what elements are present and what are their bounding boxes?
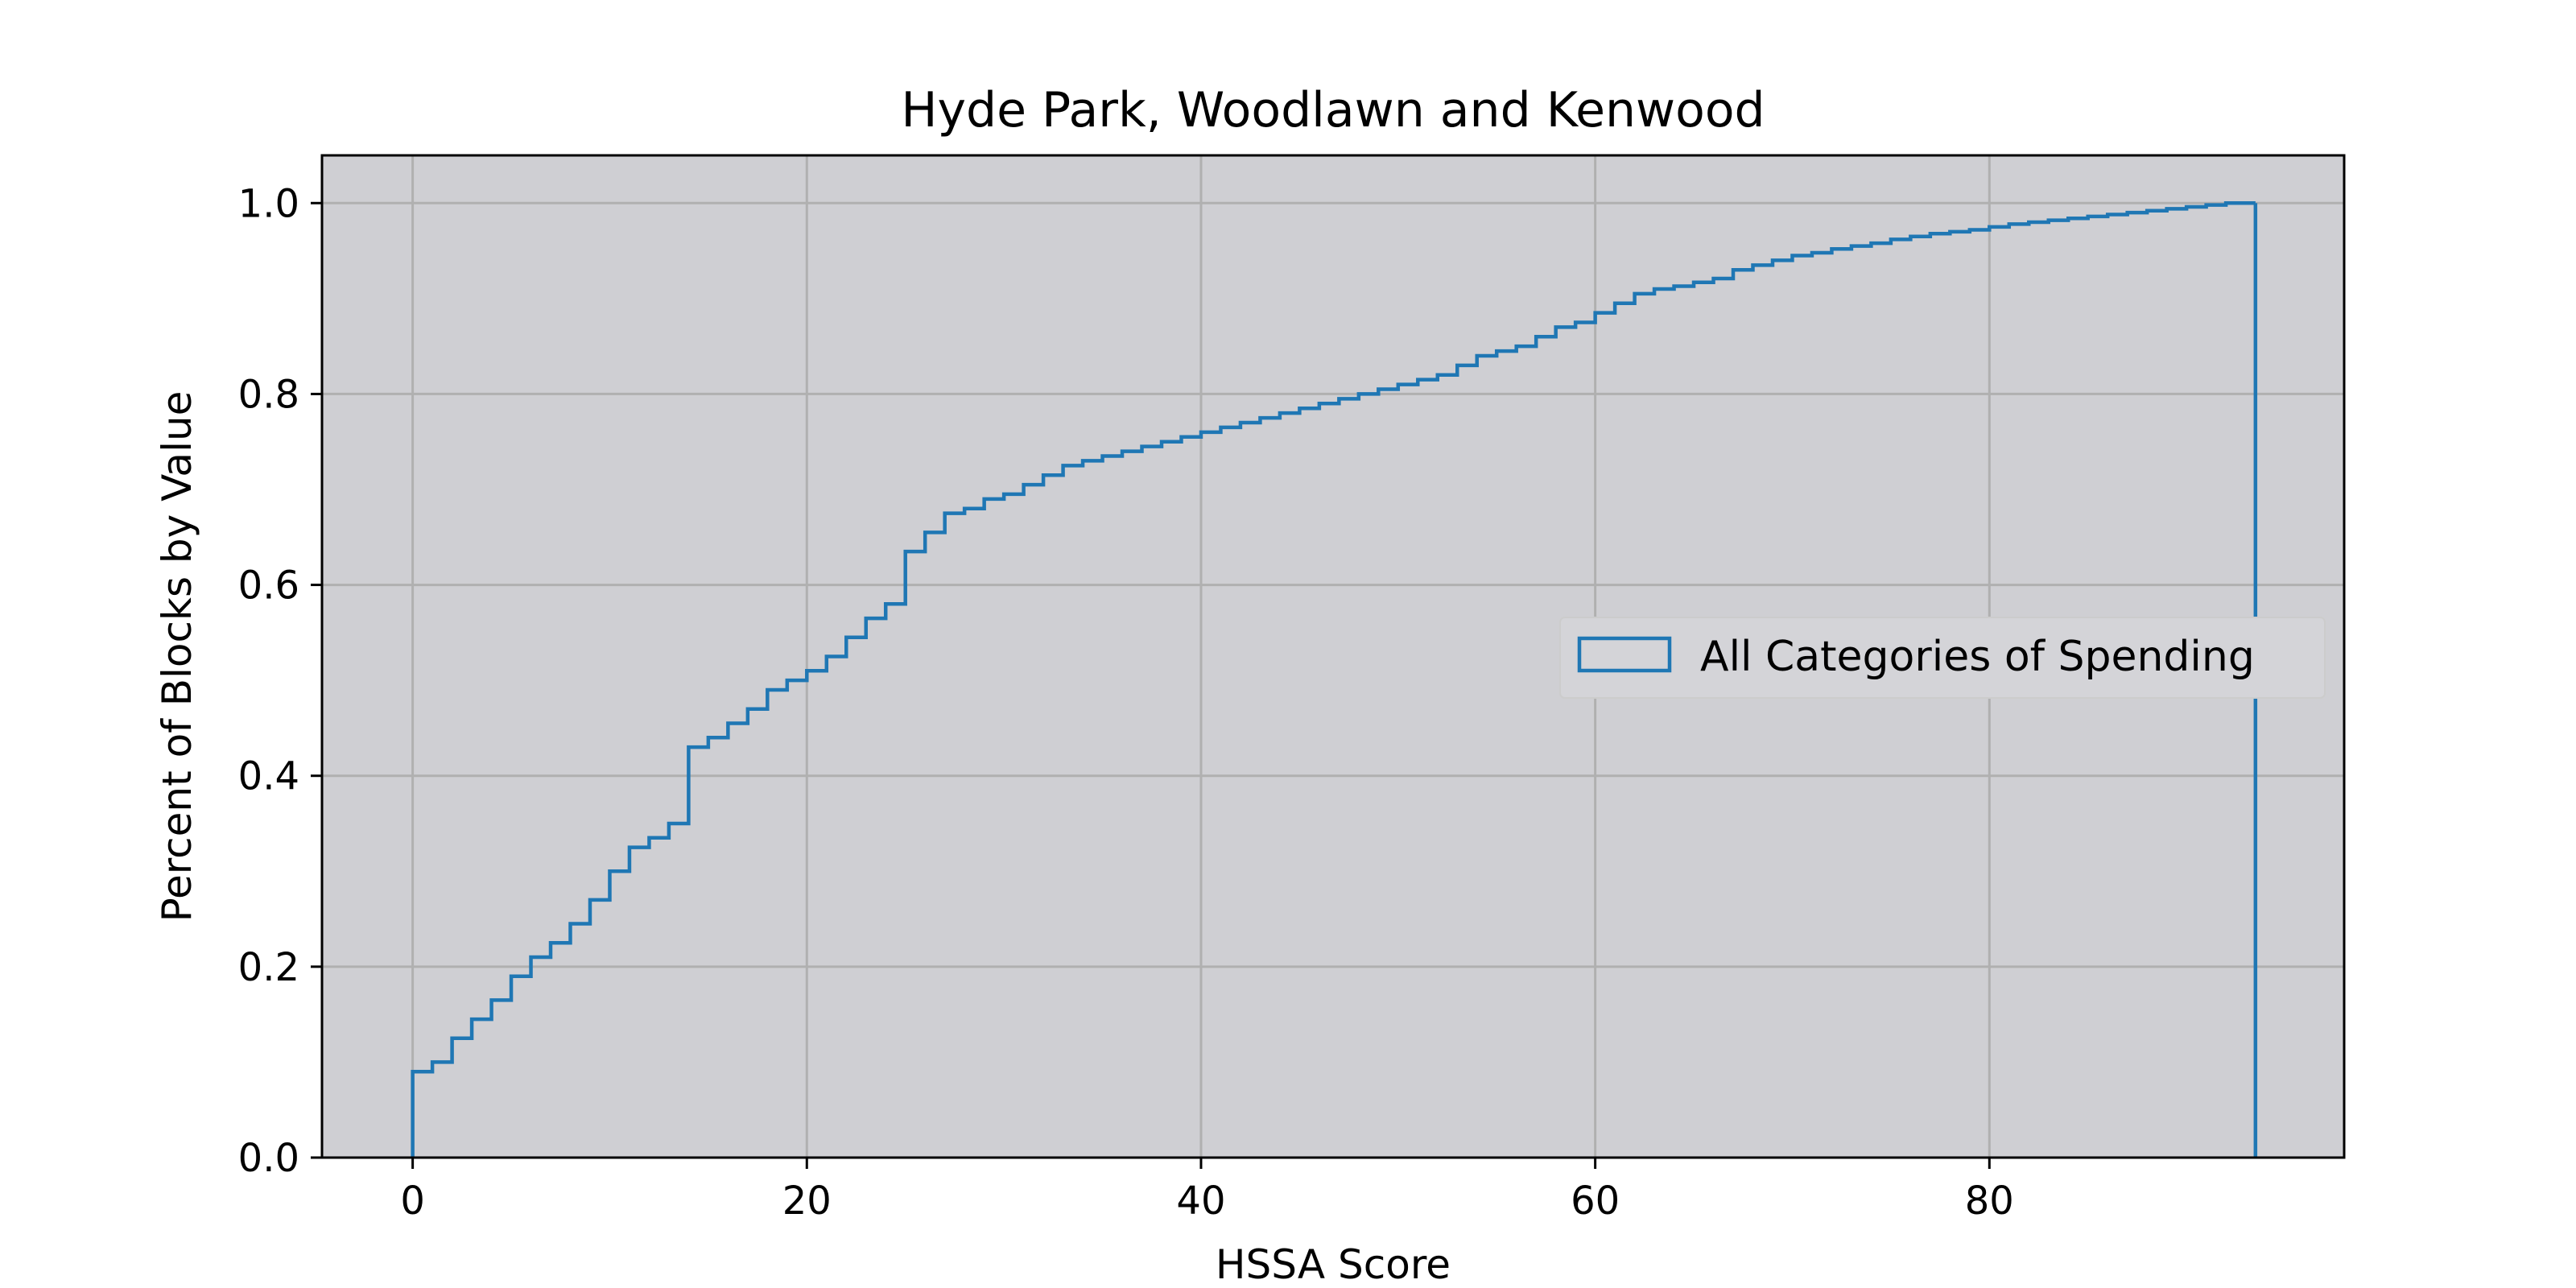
- series-step-line: [411, 201, 2256, 1158]
- legend: All Categories of Spending: [1559, 617, 2326, 699]
- y-axis: 0.0 0.2 0.4 0.6 0.8 1.0: [238, 181, 322, 1181]
- y-tick-label: 0.2: [238, 945, 299, 990]
- y-tick-label: 0.4: [238, 754, 299, 799]
- x-axis-title: HSSA Score: [1216, 1241, 1451, 1288]
- legend-label: All Categories of Spending: [1700, 633, 2255, 681]
- y-tick-label: 0.0: [238, 1136, 299, 1181]
- chart-title: Hyde Park, Woodlawn and Kenwood: [901, 82, 1765, 138]
- x-tick-label: 80: [1965, 1179, 2014, 1224]
- x-tick-label: 60: [1571, 1179, 1620, 1224]
- plot-frame: [320, 154, 2346, 1159]
- y-tick-label: 0.8: [238, 372, 299, 417]
- y-tick-label: 0.6: [238, 564, 299, 609]
- x-axis: 0 20 40 60 80: [400, 1158, 2014, 1224]
- x-tick-label: 0: [400, 1179, 425, 1224]
- y-tick-label: 1.0: [238, 181, 299, 226]
- x-tick-label: 40: [1176, 1179, 1225, 1224]
- x-tick-label: 20: [782, 1179, 832, 1224]
- y-axis-title: Percent of Blocks by Value: [154, 391, 200, 923]
- legend-swatch: [1577, 636, 1672, 673]
- legend-box: [1559, 617, 2326, 699]
